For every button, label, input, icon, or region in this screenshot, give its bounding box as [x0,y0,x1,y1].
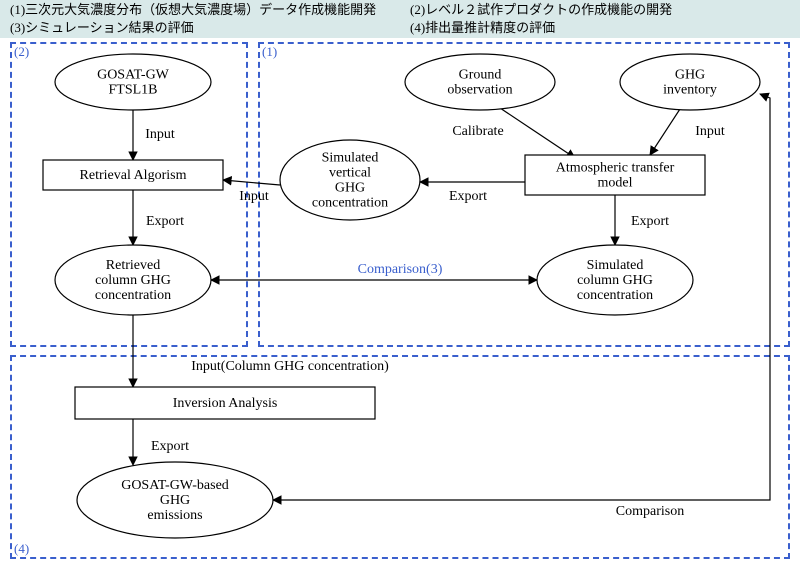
region-2-label: (2) [14,44,29,60]
region-4-label: (4) [14,541,29,557]
region-4 [10,355,790,559]
region-1-label: (1) [262,44,277,60]
hdr-4: (4)排出量推計精度の評価 [410,20,555,37]
region-1 [258,42,790,347]
header-band: (1)三次元大気濃度分布（仮想大気濃度場）データ作成機能開発 (2)レベル２試作… [0,0,800,38]
hdr-1: (1)三次元大気濃度分布（仮想大気濃度場）データ作成機能開発 [10,2,376,19]
hdr-2: (2)レベル２試作プロダクトの作成機能の開発 [410,2,672,19]
region-2 [10,42,248,347]
hdr-3: (3)シミュレーション結果の評価 [10,20,194,37]
